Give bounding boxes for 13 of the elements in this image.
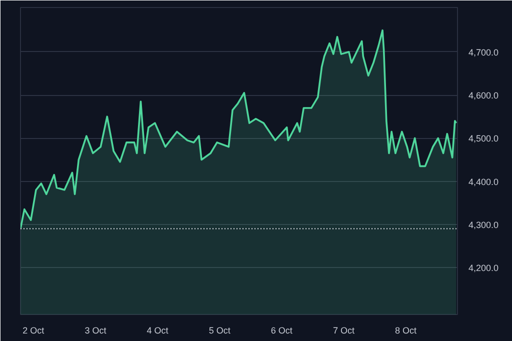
x-tick-label: 4 Oct xyxy=(146,326,169,336)
y-tick-label: 4,500.0 xyxy=(468,134,499,144)
y-tick-label: 4,400.0 xyxy=(468,176,499,187)
x-tick-label: 8 Oct xyxy=(395,326,418,336)
x-tick-label: 5 Oct xyxy=(208,326,231,336)
x-tick-label: 6 Oct xyxy=(270,326,293,336)
y-tick-label: 4,600.0 xyxy=(468,90,499,101)
x-tick-label: 7 Oct xyxy=(332,326,355,336)
x-tick-label: 3 Oct xyxy=(84,326,107,336)
y-tick-label: 4,700.0 xyxy=(468,47,499,58)
y-tick-label: 4,300.0 xyxy=(468,220,499,230)
y-tick-label: 4,200.0 xyxy=(468,263,499,273)
x-tick-label: 2 Oct xyxy=(22,326,45,336)
